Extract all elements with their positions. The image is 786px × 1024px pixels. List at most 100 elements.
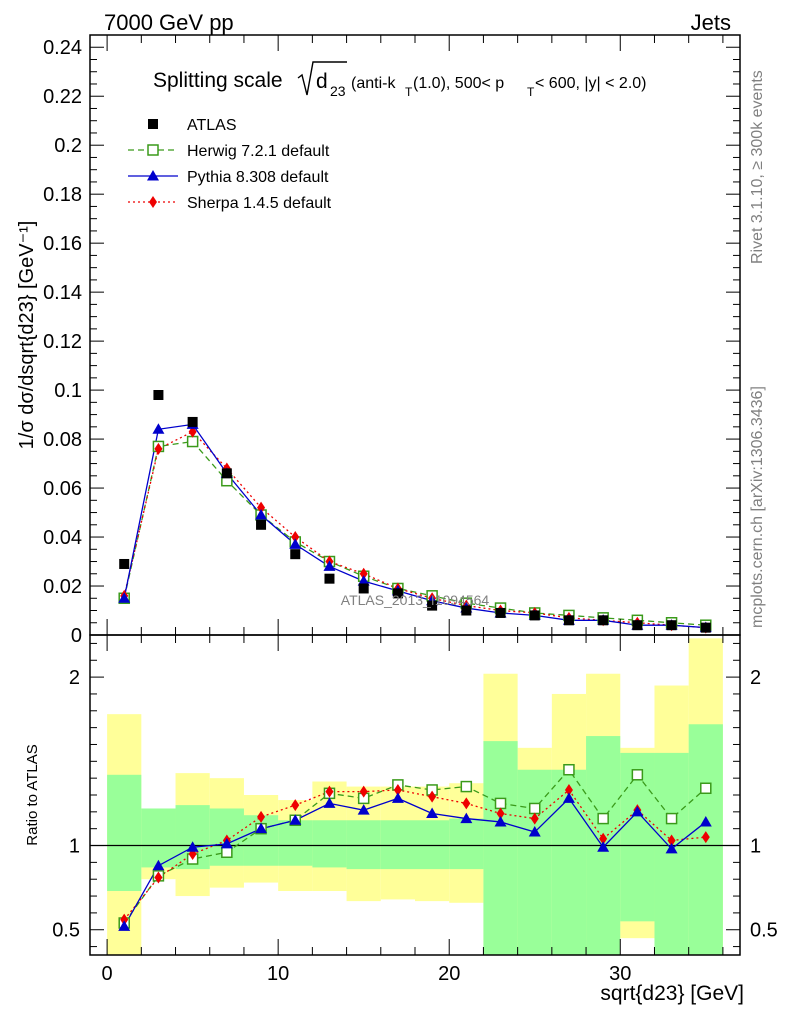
title-prefix: Splitting scale bbox=[153, 69, 283, 92]
main-ytick-label: 0.04 bbox=[43, 527, 82, 549]
ratio-ytick-label: 1 bbox=[69, 836, 80, 858]
main-pythia-point bbox=[118, 592, 131, 603]
ratio-inner-band bbox=[380, 820, 415, 870]
main-atlas-point bbox=[153, 390, 164, 400]
ratio-herwig-point bbox=[631, 769, 644, 781]
main-ylabel: 1/σ dσ/dsqrt{d23} [GeV⁻¹] bbox=[16, 221, 38, 450]
ratio-pythia-point bbox=[562, 792, 575, 803]
ratio-pythia-point bbox=[357, 804, 370, 815]
main-atlas-point bbox=[324, 573, 335, 584]
ratio-pythia-point bbox=[494, 815, 507, 827]
ratio-axes: 0.5 0.51 12 20 10 20 30 bbox=[52, 635, 778, 985]
legend-pythia-marker bbox=[147, 170, 159, 181]
ratio-pythia-point bbox=[631, 805, 644, 817]
ratio-sherpa-point bbox=[291, 799, 300, 812]
main-panel: ATLAS_2013_I1094564 0 0.02 0.04 0.06 0.08 0.1… bbox=[16, 34, 741, 647]
ratio-pythia-point bbox=[255, 822, 268, 834]
main-atlas-point bbox=[495, 607, 506, 618]
main-axes: 0 0.02 0.04 0.06 0.08 0.1 0.12 0.14 0.16 0.18 0.2 0… bbox=[43, 35, 740, 647]
main-ytick-label: 0.16 bbox=[43, 233, 82, 255]
xtick-label: 10 bbox=[267, 963, 289, 985]
main-ytick-label: 0.2 bbox=[54, 135, 82, 157]
ratio-ytick-label: 2 bbox=[69, 667, 80, 689]
main-ylabel-text: 1/σ dσ/dsqrt{d23} [GeV⁻¹] bbox=[16, 221, 38, 450]
legend-sherpa-marker bbox=[149, 196, 157, 208]
ratio-inner-band bbox=[312, 820, 347, 868]
ratio-inner-band bbox=[346, 820, 381, 870]
plot-title: Splitting scale d 23 (anti-k T (1.0), 50… bbox=[153, 61, 647, 99]
ratio-herwig-point bbox=[494, 797, 507, 810]
ratio-herwig-point bbox=[665, 812, 678, 825]
ratio-sherpa-point bbox=[496, 807, 505, 820]
xtick-label: 30 bbox=[609, 963, 631, 985]
ratio-inner-band bbox=[449, 818, 484, 870]
sqrt-sign bbox=[297, 61, 347, 96]
ratio-ylabel-text: Ratio to ATLAS bbox=[24, 744, 41, 845]
main-pythia-point bbox=[255, 509, 268, 520]
ratio-pythia-point bbox=[323, 797, 336, 808]
ratio-sherpa-point bbox=[667, 834, 676, 847]
title-rest3: < 600, |y| < 2.0) bbox=[535, 75, 647, 92]
header-left-label: 7000 GeV pp bbox=[104, 10, 234, 35]
ratio-sherpa-point bbox=[428, 790, 437, 803]
main-ytick-label: 0.22 bbox=[43, 86, 82, 108]
main-ytick-label: 0.14 bbox=[43, 282, 82, 304]
ratio-sherpa-point bbox=[462, 797, 471, 810]
ratio-inner-band bbox=[483, 741, 518, 955]
ratio-pythia-line bbox=[123, 797, 707, 927]
xtick-label: 20 bbox=[438, 963, 460, 985]
ratio-pythia-point bbox=[220, 837, 233, 849]
ratio-herwig-point bbox=[597, 812, 609, 825]
main-ytick-label: 0 bbox=[71, 625, 82, 647]
ratio-ytick-label-right: 2 bbox=[750, 667, 761, 689]
main-sherpa-point bbox=[359, 567, 368, 580]
legend-pythia-label: Pythia 8.308 default bbox=[187, 169, 329, 186]
ratio-ytick-label-right: 0.5 bbox=[750, 920, 778, 942]
ratio-inner-band bbox=[517, 769, 552, 955]
legend-atlas-label: ATLAS bbox=[187, 117, 237, 134]
header-right-label: Jets bbox=[691, 10, 731, 35]
ratio-plot-marks bbox=[90, 638, 740, 955]
legend: ATLAS Herwig 7.2.1 default Pythia 8.308 de… bbox=[128, 117, 332, 212]
ratio-sherpa-point bbox=[257, 810, 266, 823]
main-pythia-point bbox=[323, 560, 336, 571]
main-sherpa-point bbox=[291, 531, 300, 544]
main-ytick-label: 0.06 bbox=[43, 478, 82, 500]
ratio-pythia-point bbox=[426, 807, 439, 819]
main-atlas-point bbox=[392, 588, 403, 599]
main-atlas-point bbox=[119, 558, 130, 569]
legend-herwig-label: Herwig 7.2.1 default bbox=[187, 143, 330, 160]
main-atlas-point bbox=[563, 615, 574, 626]
ratio-inner-band bbox=[278, 820, 313, 866]
ratio-pythia-point bbox=[186, 841, 199, 852]
main-atlas-point bbox=[290, 549, 301, 560]
ratio-herwig-point bbox=[460, 780, 473, 793]
ratio-ylabel: Ratio to ATLAS bbox=[24, 744, 41, 845]
title-rest: (anti-k bbox=[351, 75, 396, 92]
ratio-panel: 0.5 0.51 12 20 10 20 30 Ratio to ATLAS sqrt{d2… bbox=[24, 634, 778, 1005]
ratio-inner-band bbox=[415, 820, 450, 870]
ratio-inner-band bbox=[141, 808, 176, 868]
legend-sherpa-label: Sherpa 1.4.5 default bbox=[187, 195, 332, 212]
rivet-label: Rivet 3.1.10, ≥ 300k events bbox=[749, 70, 766, 264]
ratio-herwig-point bbox=[700, 782, 712, 795]
ratio-sherpa-point bbox=[154, 871, 163, 884]
title-rest2: (1.0), 500< p bbox=[413, 75, 504, 92]
ratio-sherpa-point bbox=[530, 812, 539, 825]
xtick-label: 0 bbox=[102, 963, 113, 985]
main-atlas-point bbox=[700, 622, 711, 633]
ratio-sherpa-point bbox=[325, 785, 334, 798]
mcplots-label: mcplots.cern.ch [arXiv:1306.3436] bbox=[749, 386, 766, 628]
ratio-ytick-label: 0.5 bbox=[52, 920, 80, 942]
main-atlas-point bbox=[187, 416, 198, 427]
ratio-inner-band bbox=[654, 752, 689, 955]
main-ytick-label: 0.08 bbox=[43, 429, 82, 451]
ratio-pythia-point bbox=[289, 814, 302, 825]
ratio-pythia-point bbox=[528, 826, 541, 837]
main-ytick-label: 0.24 bbox=[43, 37, 82, 59]
ratio-herwig-point bbox=[528, 802, 541, 815]
main-atlas-point bbox=[358, 583, 369, 594]
watermark: ATLAS_2013_I1094564 bbox=[341, 592, 490, 608]
title-sqrt-d: d bbox=[316, 70, 328, 93]
main-ytick-label: 0.02 bbox=[43, 576, 82, 598]
